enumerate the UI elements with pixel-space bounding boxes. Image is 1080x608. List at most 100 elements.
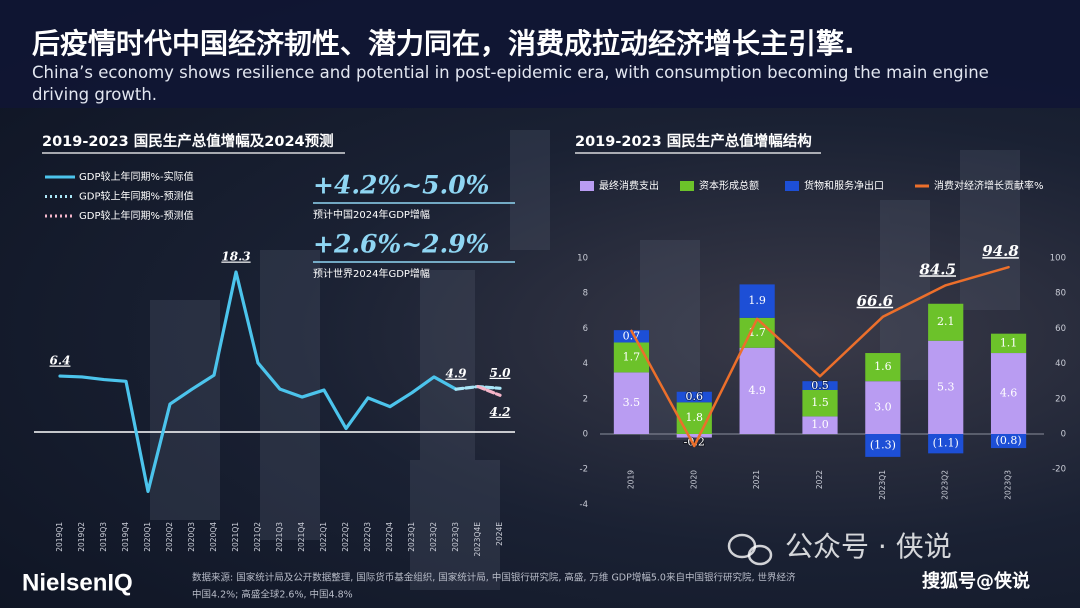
y-tick-label: -4 [580,500,588,510]
x-tick-label: 2019Q1 [55,522,64,552]
bar-label: 3.5 [623,396,641,409]
data-label: 4.2 [490,405,511,419]
data-label: 66.6 [857,292,894,310]
x-tick-label: 2021Q4 [297,522,306,552]
bar-segment [865,353,901,382]
annotation: +4.2%~5.0% [313,171,489,200]
x-tick-label: 2023Q3 [451,522,460,552]
x-tick-label: 2021Q2 [253,522,262,552]
bar-segment [802,381,838,390]
bar-label: 1.8 [686,411,704,424]
bar-label: (1.3) [870,438,896,451]
bar-label: 1.0 [811,418,829,431]
header: 后疫情时代中国经济韧性、潜力同在，消费成拉动经济增长主引擎. China’s e… [0,0,1080,108]
x-tick-label: 2023Q2 [429,522,438,552]
x-tick-label: 2023Q3 [1004,470,1013,500]
bar-segment [928,434,964,454]
x-tick-label: 2024E [495,522,504,546]
x-tick-label: 2019Q3 [99,522,108,552]
bar-segment [865,434,901,457]
legend-swatch [680,181,694,191]
bar-segment [990,434,1027,449]
y2-tick-label: 20 [1055,394,1066,404]
data-label: 5.0 [490,366,512,380]
legend-label: 消费对经济增长贡献率% [934,179,1044,192]
bar-label: 4.6 [1000,387,1018,400]
x-tick-label: 2020Q4 [209,522,218,552]
x-tick-label: 2020Q3 [187,522,196,552]
watermark-icon [727,533,773,566]
data-label: 94.8 [982,242,1019,260]
x-tick-label: 2023Q1 [407,522,416,552]
y-tick-label: 2 [583,394,588,404]
x-tick-label: 2023Q4E [473,522,482,557]
data-label: 18.3 [221,250,250,264]
bar-label: 4.9 [748,384,766,397]
x-tick-label: 2020Q2 [165,522,174,552]
chart-title: 2019-2023 国民生产总值增幅结构 [575,132,812,150]
bar-segment [613,342,650,373]
page-subtitle: China’s economy shows resilience and pot… [32,63,989,104]
x-tick-label: 2022Q2 [341,522,350,552]
x-tick-label: 2021 [752,470,761,489]
x-tick-label: 2019Q4 [121,522,130,552]
annotation-note: 预计世界2024年GDP增幅 [313,267,430,280]
line-series [630,265,1010,448]
x-tick-label: 2022 [815,470,824,489]
bar-label: 1.1 [1000,336,1018,349]
watermark: 搜狐号@侠说 [922,570,1030,592]
bar-segment [990,333,1027,354]
y2-tick-label: 40 [1055,359,1066,369]
legend-label: 资本形成总额 [699,179,759,192]
legend-swatch [580,181,594,191]
y-tick-label: 0 [583,430,588,440]
data-label: 84.5 [919,260,956,278]
data-label: 6.4 [50,354,71,368]
bar-segment [990,353,1027,434]
bar-label: 1.5 [811,396,829,409]
x-tick-label: 2019Q2 [77,522,86,552]
bar-label: 1.7 [623,350,641,363]
y2-tick-label: 80 [1055,289,1066,299]
chart-title: 2019-2023 国民生产总值增幅及2024预测 [42,132,334,150]
bar-label: 0.5 [811,379,829,392]
bar-segment [613,330,650,343]
page-title: 后疫情时代中国经济韧性、潜力同在，消费成拉动经济增长主引擎. [32,27,855,60]
bar-label: 0.6 [686,390,704,403]
bar-label: (0.8) [996,434,1022,447]
bar-segment [865,381,901,434]
data-label: 4.9 [446,367,468,381]
x-tick-label: 2021Q3 [275,522,284,552]
y-tick-label: 10 [577,254,588,264]
annotation: +2.6%~2.9% [313,230,489,259]
x-tick-label: 2021Q1 [231,522,240,552]
legend-swatch [785,181,799,191]
legend-label: GDP较上年同期%-预测值 [79,190,194,203]
bar-segment [676,402,712,434]
legend-label: 最终消费支出 [599,179,659,192]
bar-label: 1.9 [748,294,766,307]
logo: NielsenIQ [22,569,133,596]
source-note: 中国4.2%; 高盛全球2.6%, 中国4.8% [192,589,353,601]
y-tick-label: 8 [583,289,588,299]
bar-label: 2.1 [937,315,955,328]
bar-segment [676,434,712,438]
x-tick-label: 2020 [689,470,698,489]
y2-tick-label: -20 [1052,465,1066,475]
bar-label: 3.0 [874,401,892,414]
bar-label: 5.3 [937,380,955,393]
x-tick-label: 2022Q3 [363,522,372,552]
bar-label: 1.6 [874,360,892,373]
y-tick-label: 4 [583,359,588,369]
bar-segment [739,347,775,434]
x-tick-label: 2020Q1 [143,522,152,552]
line-series [58,270,458,494]
bar-segment [928,303,964,341]
x-tick-label: 2022Q1 [319,522,328,552]
x-tick-label: 2023Q1 [878,470,887,500]
y-tick-label: 6 [583,324,588,334]
y2-tick-label: 60 [1055,324,1066,334]
legend-label: GDP较上年同期%-实际值 [79,170,194,183]
